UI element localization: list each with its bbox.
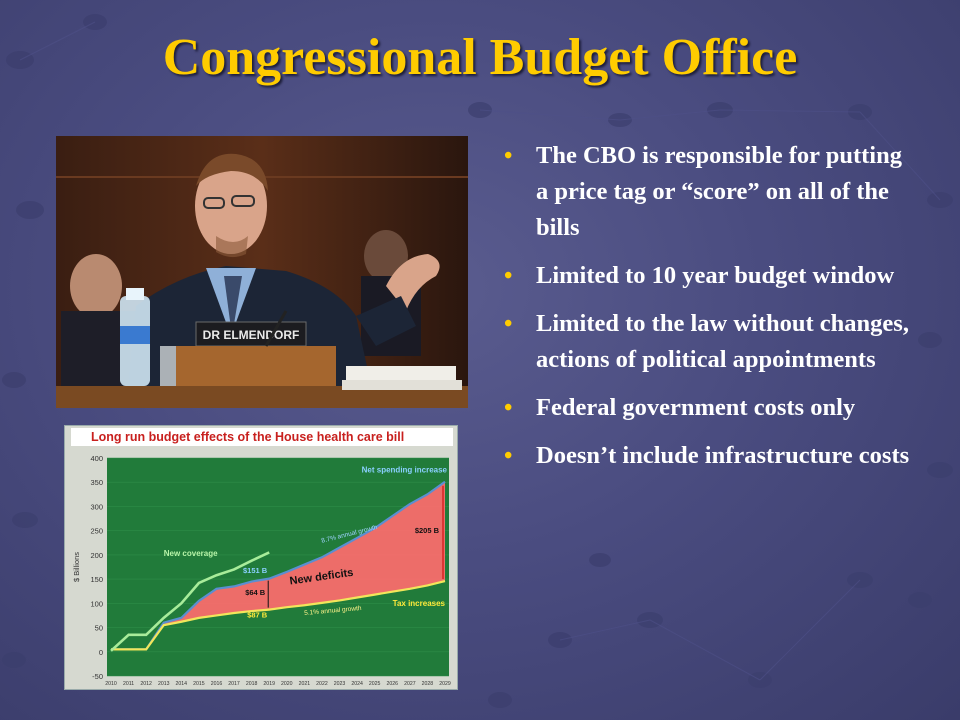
budget-chart: Long run budget effects of the House hea… bbox=[64, 425, 458, 690]
x-tick-label: 2012 bbox=[140, 681, 152, 687]
label-64b: $64 B bbox=[245, 588, 266, 597]
label-151b: $151 B bbox=[243, 566, 268, 575]
x-tick-label: 2020 bbox=[281, 681, 293, 687]
bullet-text: Limited to the law without changes, acti… bbox=[536, 310, 909, 373]
bullet-icon: • bbox=[504, 263, 513, 289]
label-87b: $87 B bbox=[247, 610, 268, 619]
y-tick-label: 150 bbox=[90, 575, 103, 584]
y-tick-label: 300 bbox=[90, 502, 103, 511]
x-tick-label: 2016 bbox=[211, 681, 223, 687]
series-line-coverage bbox=[110, 551, 270, 652]
bullet-text: Federal government costs only bbox=[536, 394, 856, 421]
x-tick-label: 2017 bbox=[228, 681, 240, 687]
bullet-item: • Limited to the law without changes, act… bbox=[498, 306, 918, 378]
x-tick-label: 2019 bbox=[263, 681, 275, 687]
legend-tax-increases: Tax increases bbox=[393, 599, 446, 608]
x-tick-label: 2028 bbox=[422, 681, 434, 687]
x-tick-label: 2021 bbox=[299, 681, 311, 687]
y-tick-label: 250 bbox=[90, 527, 103, 536]
x-tick-label: 2015 bbox=[193, 681, 205, 687]
x-tick-label: 2022 bbox=[316, 681, 328, 687]
bullet-text: Limited to 10 year budget window bbox=[536, 262, 895, 289]
bullet-icon: • bbox=[504, 311, 513, 337]
x-tick-label: 2013 bbox=[158, 681, 170, 687]
bullet-icon: • bbox=[504, 143, 513, 169]
bullet-item: • Limited to 10 year budget window bbox=[498, 258, 918, 294]
y-axis-label: $ Billions bbox=[72, 552, 81, 582]
chart-title: Long run budget effects of the House hea… bbox=[71, 428, 453, 446]
x-tick-label: 2018 bbox=[246, 681, 258, 687]
bullet-icon: • bbox=[504, 395, 513, 421]
bullet-text: Doesn’t include infrastructure costs bbox=[536, 442, 910, 469]
y-tick-label: 0 bbox=[99, 648, 103, 657]
legend-net-spending: Net spending increase bbox=[362, 466, 448, 475]
y-tick-label: 50 bbox=[95, 624, 103, 633]
bullet-item: • The CBO is responsible for putting a pr… bbox=[498, 138, 918, 246]
x-tick-label: 2010 bbox=[105, 681, 117, 687]
deficit-area bbox=[111, 481, 445, 650]
y-tick-label: 350 bbox=[90, 478, 103, 487]
x-tick-label: 2014 bbox=[176, 681, 188, 687]
bullet-item: • Doesn’t include infrastructure costs bbox=[498, 438, 918, 474]
bullet-list: • The CBO is responsible for putting a pr… bbox=[498, 138, 918, 486]
series-line-spending bbox=[111, 480, 446, 651]
y-tick-label: -50 bbox=[92, 672, 103, 681]
series-line-tax bbox=[111, 579, 446, 651]
y-tick-label: 100 bbox=[90, 599, 103, 608]
bullet-text: The CBO is responsible for putting a pri… bbox=[536, 142, 902, 241]
testimony-photo: DR ELMENDORF bbox=[56, 136, 468, 408]
x-tick-label: 2023 bbox=[334, 681, 346, 687]
chart-canvas: -50 0 50 100 150 200 250 300 350 400 2010 2011 2012 2… bbox=[72, 454, 451, 687]
bullet-icon: • bbox=[504, 443, 513, 469]
bullet-item: • Federal government costs only bbox=[498, 390, 918, 426]
x-tick-label: 2025 bbox=[369, 681, 381, 687]
x-tick-label: 2024 bbox=[351, 681, 363, 687]
label-205b: $205 B bbox=[415, 526, 440, 535]
y-tick-label: 400 bbox=[90, 454, 103, 463]
slide-title: Congressional Budget Office bbox=[162, 29, 798, 86]
nameplate-text: DR ELMENDORF bbox=[203, 328, 300, 342]
x-tick-label: 2026 bbox=[386, 681, 398, 687]
y-tick-label: 200 bbox=[90, 551, 103, 560]
legend-new-coverage: New coverage bbox=[164, 549, 218, 558]
x-tick-label: 2027 bbox=[404, 681, 416, 687]
x-tick-label: 2011 bbox=[123, 681, 134, 687]
x-tick-label: 2029 bbox=[439, 681, 451, 687]
